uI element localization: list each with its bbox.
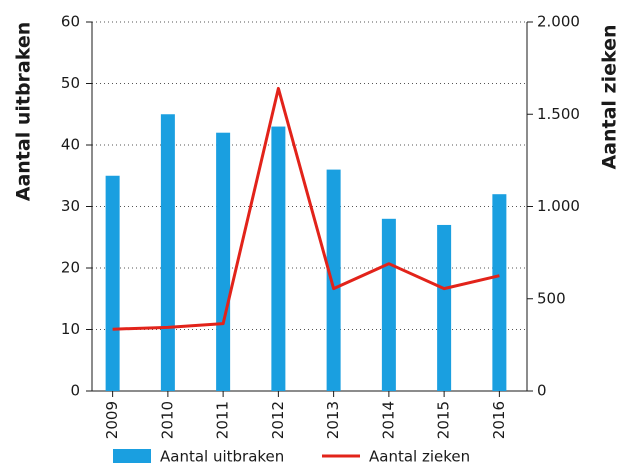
bar [216,132,231,391]
y2-tick-label: 2.000 [537,13,580,31]
y2-tick-label: 500 [537,289,566,307]
bar [271,126,286,392]
y2-tick-label: 0 [537,382,547,400]
y-tick-label: 40 [61,136,80,154]
x-tick-label: 2012 [269,401,287,439]
bar [492,194,507,391]
y-tick-label: 20 [61,259,80,277]
x-tick-label: 2014 [379,401,397,439]
bar [105,175,120,391]
legend-swatch [113,449,151,463]
bar [160,114,175,391]
bar [437,224,452,391]
y-axis-title: Aantal uitbraken [13,22,35,202]
y-tick-label: 50 [61,74,80,92]
y2-tick-label: 1.500 [537,105,580,123]
y-tick-label: 10 [61,320,80,338]
y-tick-label: 30 [61,197,80,215]
x-tick-label: 2009 [103,401,121,439]
bar [326,169,341,391]
x-tick-label: 2016 [490,401,508,439]
legend-label: Aantal uitbraken [160,448,284,466]
x-tick-label: 2013 [324,401,342,439]
x-tick-label: 2010 [158,401,176,439]
x-tick-label: 2015 [435,401,453,439]
y-tick-label: 60 [61,13,80,31]
y2-tick-label: 1.000 [537,197,580,215]
bar [381,218,396,391]
legend-label: Aantal zieken [369,448,470,466]
y-tick-label: 0 [70,382,80,400]
y2-axis-title: Aantal zieken [599,24,621,169]
x-tick-label: 2011 [214,401,232,439]
line [112,86,500,331]
